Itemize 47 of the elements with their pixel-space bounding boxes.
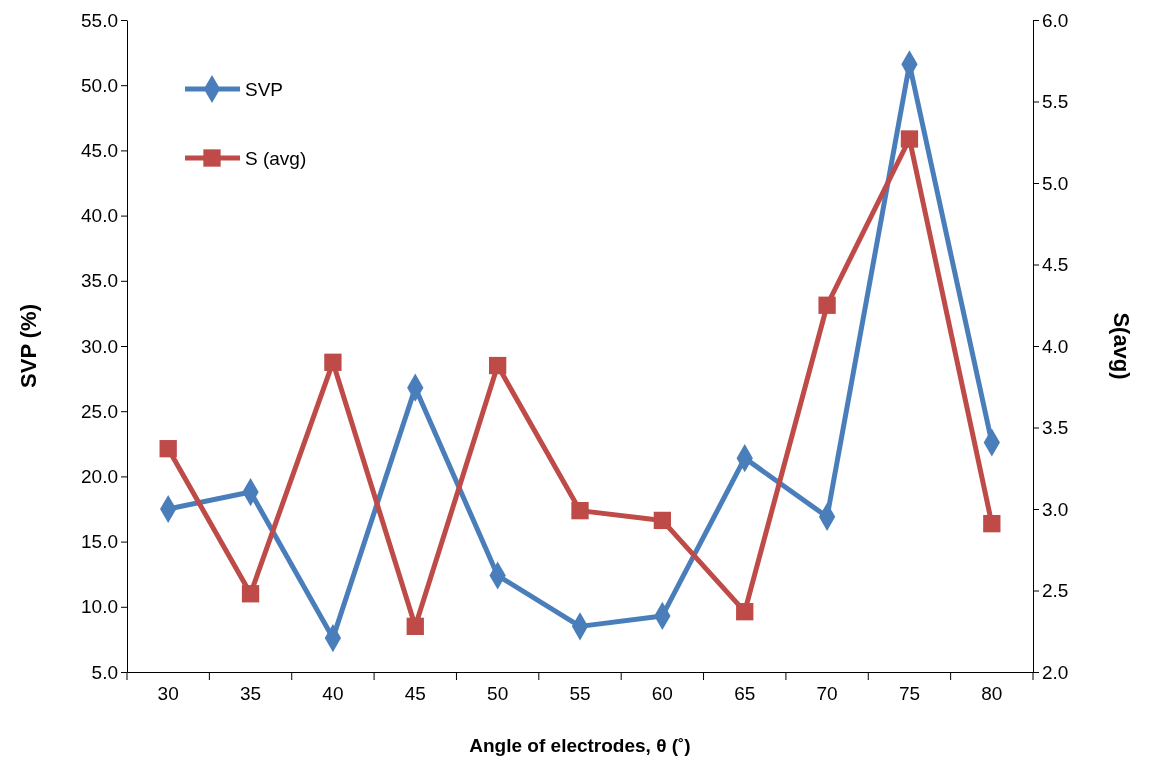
x-tick-label: 30 xyxy=(157,682,179,704)
y2-axis-title: S(avg) xyxy=(1109,312,1134,380)
y-tick-label: 25.0 xyxy=(81,400,118,422)
point xyxy=(159,440,177,458)
y-tick-label: 40.0 xyxy=(81,205,118,227)
y-axis-title: SVP (%) xyxy=(16,304,41,388)
point xyxy=(488,356,507,375)
x-tick-label: 75 xyxy=(898,682,921,704)
x-tick-label: 70 xyxy=(816,682,838,704)
y-tick-label: 15.0 xyxy=(81,531,118,553)
x-axis-title: Angle of electrodes, θ (˚) xyxy=(469,735,691,756)
point xyxy=(324,353,342,371)
y-tick-label: 35.0 xyxy=(81,270,118,292)
legend-label: SVP xyxy=(245,79,284,100)
y2-tick-label: 3.5 xyxy=(1042,417,1069,439)
y-tick-label: 30.0 xyxy=(81,335,118,357)
y-tick-label: 55.0 xyxy=(81,9,118,31)
y2-tick-label: 4.5 xyxy=(1042,254,1069,276)
y2-tick-label: 2.5 xyxy=(1042,580,1069,602)
point xyxy=(900,130,919,148)
x-tick-label: 60 xyxy=(651,682,673,704)
x-tick-label: 40 xyxy=(322,682,344,704)
y-tick-label: 45.0 xyxy=(81,139,118,161)
y-tick-label: 5.0 xyxy=(91,661,118,683)
point xyxy=(406,617,424,636)
point xyxy=(241,585,260,603)
y2-tick-label: 2.0 xyxy=(1042,661,1069,683)
point xyxy=(736,603,754,621)
x-tick-label: 65 xyxy=(734,682,756,704)
x-tick-label: 45 xyxy=(404,682,426,704)
x-tick-label: 35 xyxy=(239,682,262,704)
y2-tick-label: 6.0 xyxy=(1042,9,1069,31)
point xyxy=(571,501,589,520)
y2-tick-label: 3.0 xyxy=(1042,498,1069,520)
y2-tick-label: 5.5 xyxy=(1042,91,1069,113)
x-tick-label: 55 xyxy=(569,682,591,704)
y-tick-label: 20.0 xyxy=(81,465,118,487)
point xyxy=(818,296,836,314)
x-tick-label: 50 xyxy=(487,682,509,704)
y-tick-label: 10.0 xyxy=(81,596,118,618)
legend-label: S (avg) xyxy=(245,148,307,169)
y-tick-label: 50.0 xyxy=(81,74,118,96)
point xyxy=(983,515,1001,533)
y2-tick-label: 4.0 xyxy=(1042,335,1069,357)
x-tick-label: 80 xyxy=(981,682,1003,704)
point xyxy=(653,511,672,530)
y2-tick-label: 5.0 xyxy=(1042,172,1069,194)
